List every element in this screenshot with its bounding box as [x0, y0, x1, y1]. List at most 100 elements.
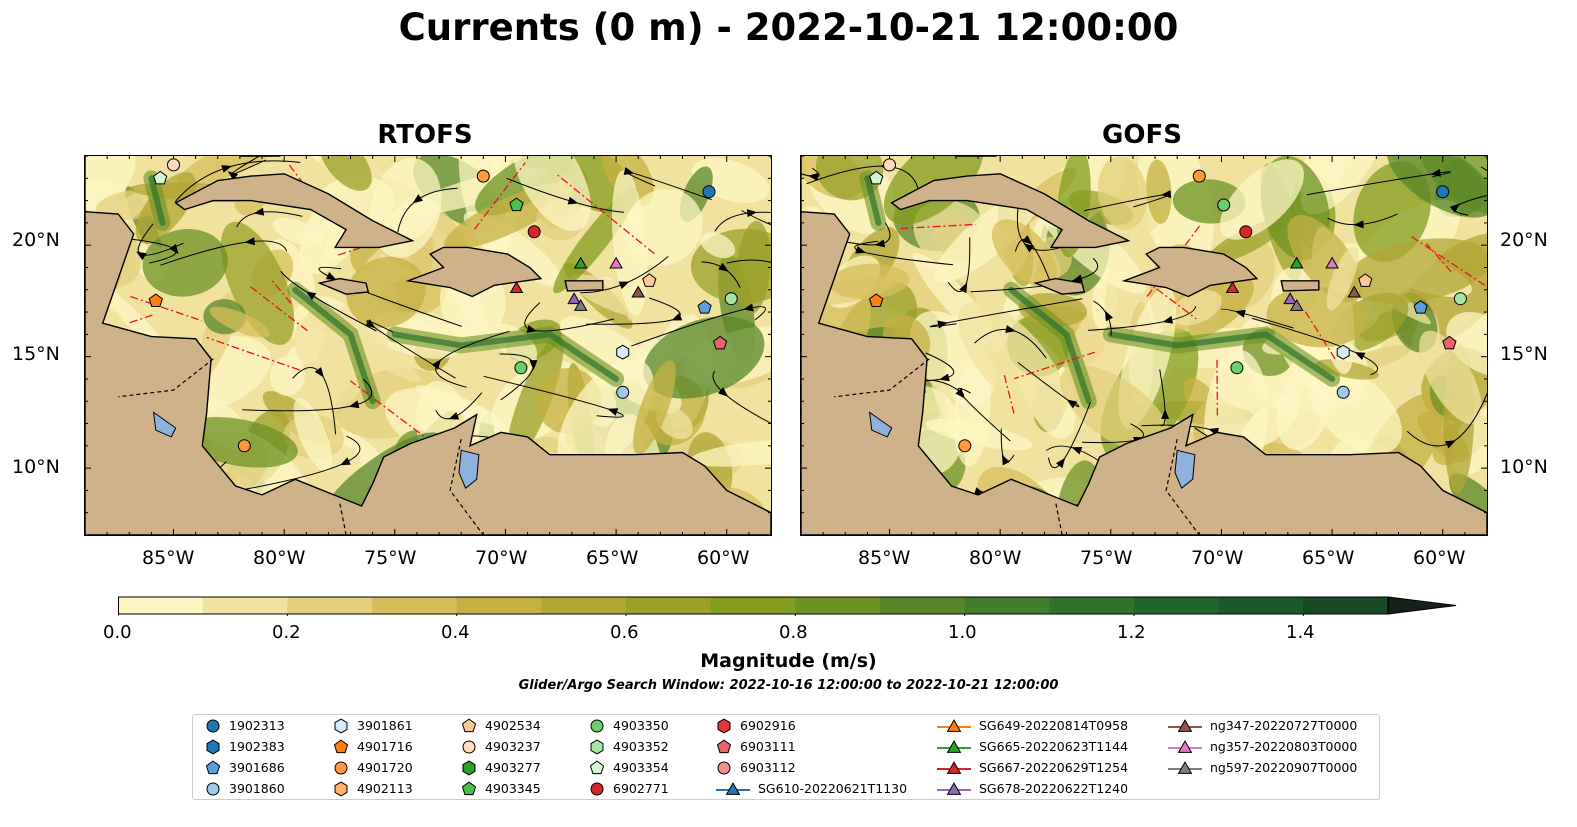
platform-marker[interactable] [1347, 285, 1362, 298]
legend-label: SG667-20220629T1254 [979, 760, 1129, 775]
circle-marker-icon [206, 719, 220, 732]
platform-marker[interactable] [1230, 361, 1244, 375]
platform-marker[interactable] [1217, 198, 1231, 212]
legend-label: 4901716 [357, 739, 413, 754]
colorbar-tick-label: 0.2 [272, 622, 301, 643]
platform-marker[interactable] [883, 158, 896, 172]
legend-entry: 4903277 [461, 759, 541, 776]
platform-marker[interactable] [167, 158, 180, 172]
legend-entry: SG667-20220629T1254 [937, 759, 1128, 776]
lat-tick-label: 10°N [12, 456, 60, 478]
pentagon-marker-icon [461, 717, 477, 732]
map-panel-rtofs[interactable] [84, 155, 772, 536]
platform-marker[interactable] [148, 293, 163, 307]
legend-label: 4902534 [485, 718, 541, 733]
circle-marker-icon [590, 782, 604, 795]
legend-entry: 3901861 [333, 717, 413, 734]
platform-marker[interactable] [702, 185, 716, 199]
lon-tick-label: 75°W [1080, 547, 1133, 569]
legend-label: 6902771 [613, 781, 669, 796]
platform-marker[interactable] [616, 385, 630, 399]
lon-tick-label: 65°W [586, 547, 639, 569]
hexagon-marker-icon [334, 781, 348, 796]
platform-marker[interactable] [642, 273, 657, 287]
panel-title-gofs: GOFS [1102, 120, 1182, 150]
platform-marker[interactable] [573, 256, 588, 269]
platform-marker[interactable] [1436, 185, 1450, 199]
legend-entry: 6902916 [716, 717, 796, 734]
platform-marker[interactable] [237, 439, 251, 453]
circle-marker-icon [590, 719, 604, 732]
colorbar-tick-label: 0.0 [103, 622, 132, 643]
platform-marker[interactable] [631, 285, 646, 298]
colorbar-tick-label: 0.4 [441, 622, 470, 643]
legend-entry: 4901720 [333, 759, 413, 776]
platform-marker[interactable] [609, 256, 623, 269]
triangle-line-marker-icon [716, 781, 750, 795]
platform-marker[interactable] [509, 197, 524, 212]
platform-marker[interactable] [1192, 169, 1206, 183]
legend-label: 4903345 [485, 781, 541, 796]
colorbar [118, 596, 1457, 616]
legend-label: 1902313 [229, 718, 285, 733]
legend-entry: ng357-20220803T0000 [1168, 738, 1357, 755]
circle-marker-icon [334, 761, 348, 774]
colorbar-tick-label: 0.8 [779, 622, 808, 643]
platform-marker[interactable] [1239, 225, 1253, 239]
legend-entry: SG649-20220814T0958 [937, 717, 1128, 734]
pentagon-marker-icon [205, 759, 221, 774]
current-map-gofs [801, 156, 1487, 535]
legend-entry: 3901686 [205, 759, 285, 776]
platform-marker[interactable] [869, 170, 884, 185]
legend-label: SG678-20220622T1240 [979, 781, 1129, 796]
lon-tick-label: 85°W [858, 547, 911, 569]
lon-tick-label: 65°W [1302, 547, 1355, 569]
legend-label: 1902383 [229, 739, 285, 754]
platform-marker[interactable] [1283, 292, 1297, 305]
hexagon-marker-icon [717, 718, 731, 733]
platform-marker[interactable] [476, 169, 490, 183]
platform-marker[interactable] [697, 300, 712, 314]
lat-tick-label: 15°N [12, 343, 60, 365]
platform-marker[interactable] [1225, 281, 1240, 293]
platform-marker[interactable] [1442, 335, 1457, 350]
platform-marker[interactable] [509, 281, 524, 293]
platform-marker[interactable] [514, 361, 528, 375]
legend-entry: 4903350 [589, 717, 669, 734]
legend-entry: SG678-20220622T1240 [937, 780, 1128, 797]
platform-marker[interactable] [1325, 256, 1339, 269]
legend-label: SG610-20220621T1130 [758, 781, 908, 796]
platform-marker[interactable] [869, 293, 884, 307]
triangle-line-marker-icon [937, 760, 971, 774]
lon-tick-label: 85°W [142, 547, 195, 569]
legend-label: 4902113 [357, 781, 413, 796]
platform-marker[interactable] [527, 225, 541, 239]
platform-marker[interactable] [1413, 300, 1428, 314]
triangle-line-marker-icon [1168, 718, 1202, 732]
colorbar-tick-label: 1.0 [948, 622, 977, 643]
lon-tick-label: 80°W [253, 547, 306, 569]
pentagon-marker-icon [461, 780, 477, 795]
legend-label: 4903354 [613, 760, 669, 775]
legend-label: 6903111 [740, 739, 796, 754]
platform-marker[interactable] [958, 439, 972, 453]
lon-tick-label: 70°W [1191, 547, 1244, 569]
panel-title-rtofs: RTOFS [377, 120, 473, 150]
figure-title: Currents (0 m) - 2022-10-21 12:00:00 [398, 6, 1179, 49]
platform-marker[interactable] [1358, 273, 1373, 287]
platform-marker[interactable] [1289, 299, 1304, 311]
platform-marker[interactable] [1336, 344, 1350, 360]
platform-marker[interactable] [712, 335, 728, 350]
platform-marker[interactable] [153, 170, 168, 185]
platform-marker[interactable] [1289, 256, 1304, 269]
map-panel-gofs[interactable] [800, 155, 1488, 536]
platform-marker[interactable] [567, 292, 581, 305]
platform-marker[interactable] [1453, 292, 1467, 306]
legend-entry: SG665-20220623T1144 [937, 738, 1128, 755]
platform-marker[interactable] [573, 299, 588, 311]
platform-marker[interactable] [616, 344, 630, 360]
platform-marker[interactable] [1336, 385, 1350, 399]
legend-entry: ng347-20220727T0000 [1168, 717, 1357, 734]
legend-label: 3901860 [229, 781, 285, 796]
platform-marker[interactable] [724, 292, 738, 306]
